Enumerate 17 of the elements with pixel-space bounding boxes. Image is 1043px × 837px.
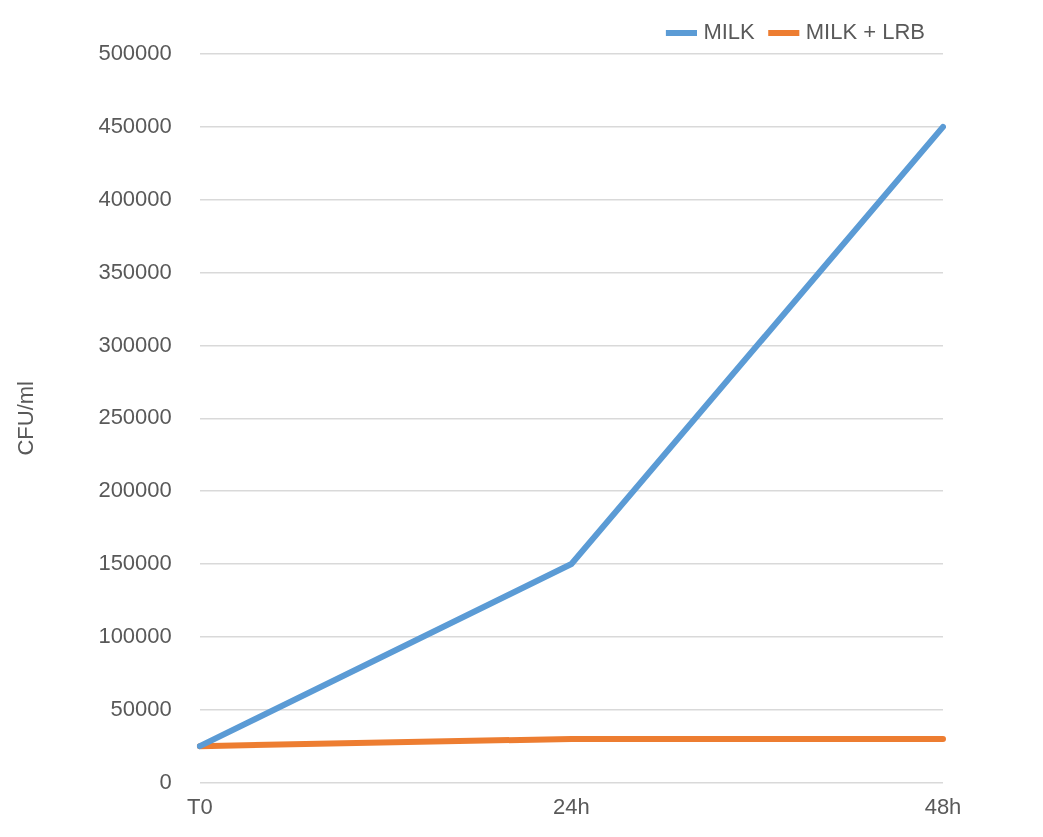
y-tick-label: 350000 — [98, 258, 172, 284]
x-tick-label: 48h — [924, 793, 962, 819]
y-tick-label: 200000 — [98, 477, 172, 503]
legend-label: MILK + LRB — [805, 19, 925, 45]
y-tick-label: 500000 — [98, 40, 172, 66]
x-tick-label: 24h — [553, 793, 590, 819]
y-tick-label: 250000 — [98, 404, 172, 430]
y-tick-label: 100000 — [98, 622, 172, 648]
y-tick-label: 450000 — [98, 112, 172, 138]
x-tick-label: T0 — [186, 793, 213, 819]
y-axis-title: CFU/ml — [13, 381, 39, 456]
legend-label: MILK — [703, 19, 756, 45]
y-tick-label: 50000 — [110, 695, 172, 721]
y-tick-label: 0 — [159, 768, 172, 794]
y-tick-label: 300000 — [98, 331, 172, 357]
y-tick-label: 400000 — [98, 185, 172, 211]
y-tick-label: 150000 — [98, 550, 172, 576]
